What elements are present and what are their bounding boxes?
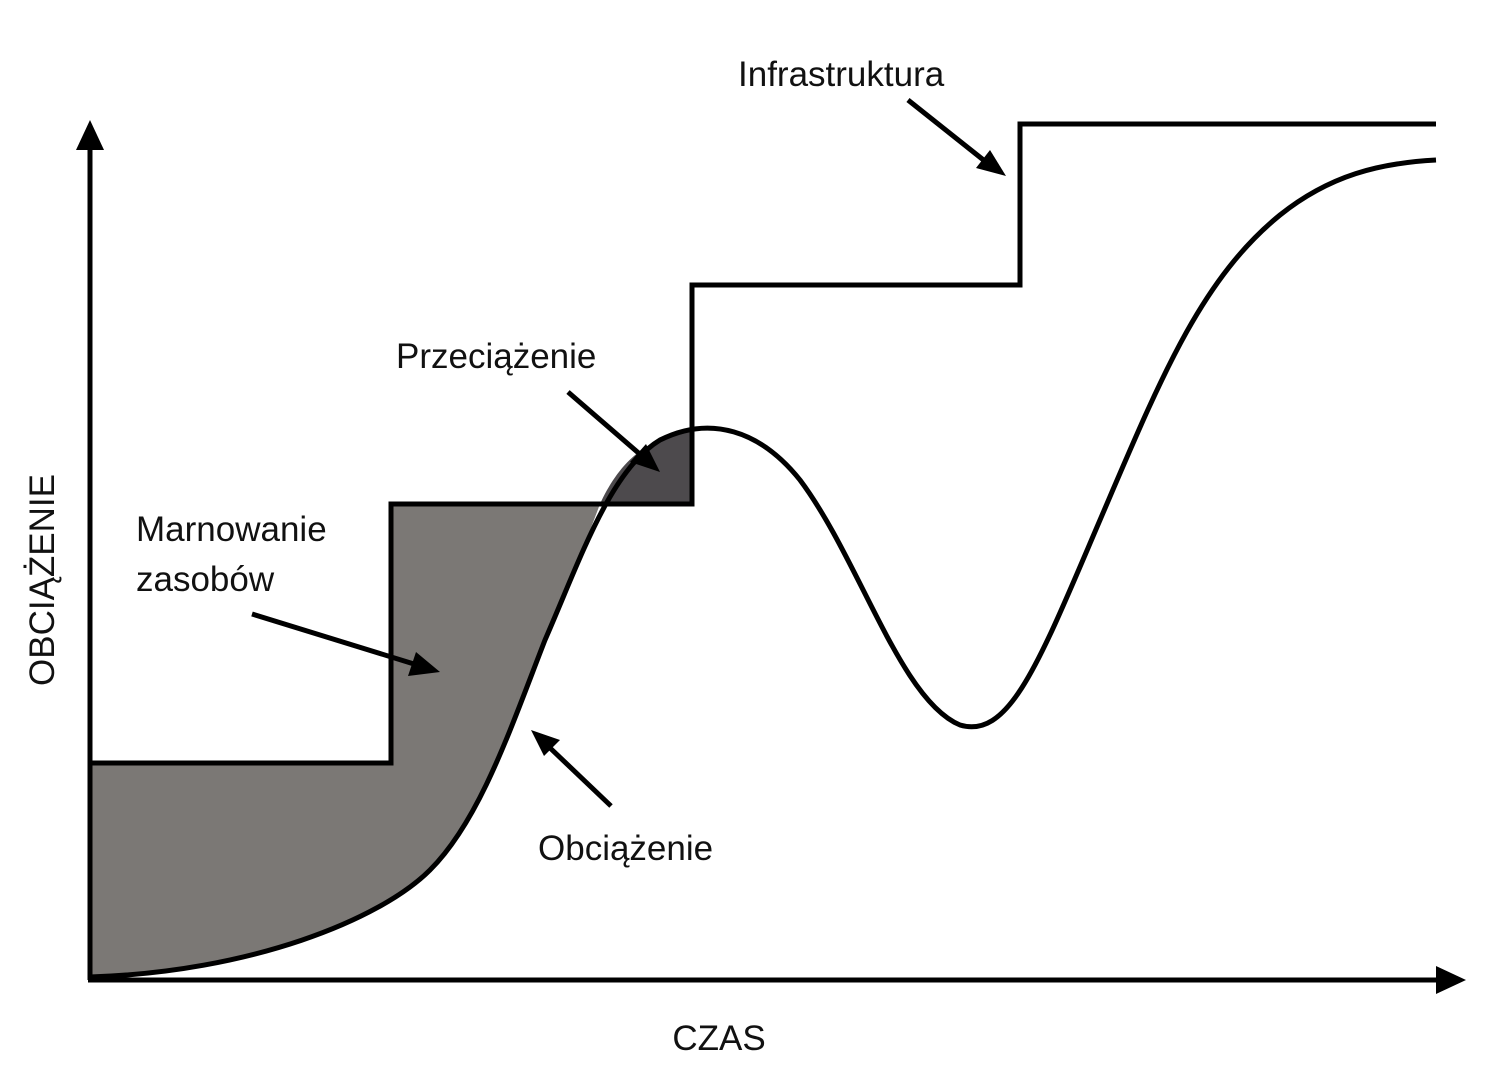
waste-label-line2: zasobów bbox=[136, 560, 275, 599]
y-axis bbox=[76, 120, 104, 980]
x-axis bbox=[88, 966, 1466, 994]
load-label: Obciążenie bbox=[538, 829, 713, 868]
resource-waste-region bbox=[90, 504, 600, 977]
waste-label-line1: Marnowanie bbox=[136, 510, 327, 549]
overload-arrow bbox=[566, 390, 660, 472]
y-axis-title: OBCIĄŻENIE bbox=[23, 474, 62, 686]
load-curve bbox=[89, 157, 1437, 980]
x-axis-title: CZAS bbox=[672, 1019, 765, 1058]
infrastructure-arrow bbox=[906, 98, 1006, 176]
infrastructure-label: Infrastruktura bbox=[738, 55, 945, 94]
overload-label: Przeciążenie bbox=[396, 337, 596, 376]
load-arrow bbox=[531, 730, 613, 808]
infrastructure-step-line bbox=[90, 121, 1436, 766]
waste-arrow bbox=[251, 611, 440, 676]
